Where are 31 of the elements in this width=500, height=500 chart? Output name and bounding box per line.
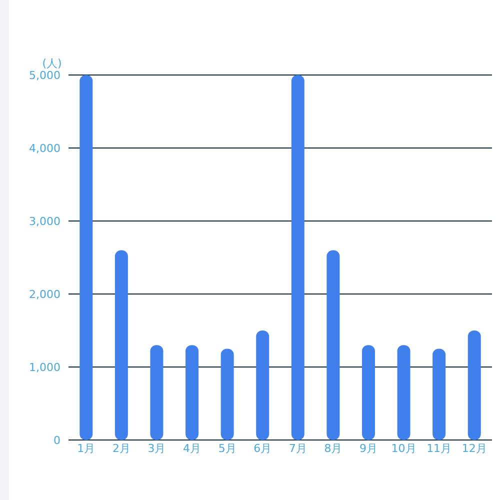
bar [291, 75, 304, 440]
bar [220, 348, 234, 440]
y-tick-label: 2,000 [29, 288, 60, 301]
x-tick-label: 10月 [391, 442, 416, 455]
bar [114, 250, 128, 440]
y-tick-label: 1,000 [29, 361, 60, 374]
x-tick-label: 3月 [148, 442, 166, 455]
bar [362, 345, 375, 440]
x-tick-label: 7月 [288, 442, 307, 455]
bar [468, 330, 481, 440]
x-tick-label: 9月 [359, 442, 378, 455]
x-tick-label: 11月 [426, 442, 452, 455]
y-tick-label: 3,000 [29, 215, 60, 228]
x-tick-label: 4月 [183, 442, 202, 455]
bar [150, 345, 164, 440]
bar [326, 250, 340, 440]
bar [80, 75, 93, 440]
y-tick-label: 5,000 [29, 69, 60, 82]
bar [432, 348, 446, 440]
bar [256, 330, 270, 440]
bar [186, 345, 199, 440]
bar [397, 345, 410, 440]
x-tick-label: 5月 [218, 442, 236, 455]
x-tick-label: 6月 [254, 442, 272, 455]
x-tick-label: 12月 [462, 442, 487, 455]
y-axis-title: (人) [42, 57, 62, 70]
x-tick-label: 8月 [324, 442, 342, 455]
x-tick-label: 1月 [77, 442, 96, 455]
x-tick-label: 2月 [112, 442, 130, 455]
y-tick-label: 4,000 [29, 142, 60, 155]
y-tick-label: 0 [54, 434, 60, 447]
